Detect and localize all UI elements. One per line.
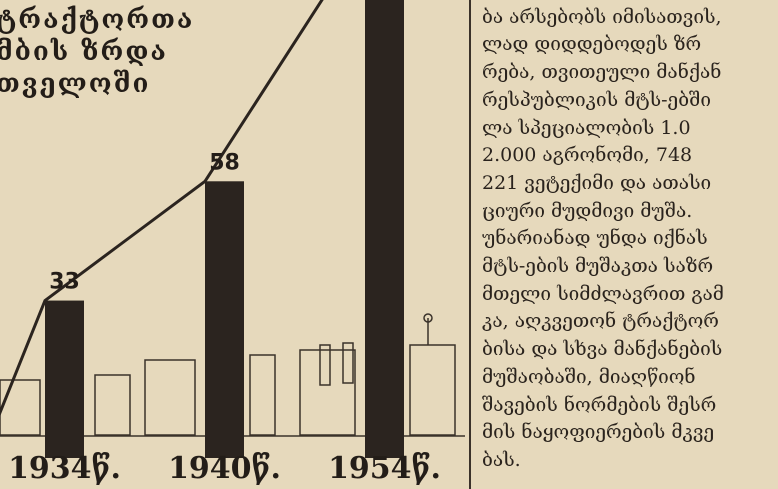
bar bbox=[365, 0, 404, 458]
chart: ტრაქტორთა მბის ზრდა თველოში 33 1934წ. 58 19… bbox=[0, 0, 470, 489]
text-column: გამოყენებისათვის საჭიროდბა არსებობს იმის… bbox=[482, 0, 778, 489]
text-line: ციური მუდმივი მუშა. bbox=[482, 200, 692, 222]
text-line: მტს-ების მუშაკთა საზრ bbox=[482, 255, 713, 277]
bar bbox=[45, 301, 84, 458]
chart-title: თველოში bbox=[0, 69, 150, 99]
text-line: ბისა და სხვა მანქანების bbox=[482, 338, 722, 360]
column-rule bbox=[469, 0, 471, 489]
text-line: შავების ნორმების შესრ bbox=[482, 394, 716, 416]
text-line: კა, აღკვეთონ ტრაქტორ bbox=[482, 310, 719, 332]
year-label: 1934წ. bbox=[8, 451, 121, 486]
bar-value-label: 58 bbox=[209, 150, 240, 175]
text-line: ბა არსებობს იმისათვის, bbox=[482, 6, 722, 28]
text-line: ლა სპეციალობის 1.0 bbox=[482, 117, 691, 139]
text-line: უნარიანად უნდა იქნას bbox=[482, 227, 708, 249]
text-line: მთელი სიმძლავრით გამ bbox=[482, 283, 724, 305]
chart-title: ტრაქტორთა bbox=[0, 5, 194, 35]
newspaper-page: ტრაქტორთა მბის ზრდა თველოში 33 1934წ. 58 19… bbox=[0, 0, 778, 489]
text-line: რესპუბლიკის მტს-ებში bbox=[482, 89, 711, 111]
text-line: ბას. bbox=[482, 449, 521, 471]
text-line: 2.000 აგრონომი, 748 bbox=[482, 144, 692, 166]
bar bbox=[205, 181, 244, 458]
text-line: მის ნაყოფიერების მკვე bbox=[482, 421, 714, 443]
chart-title: მბის ზრდა bbox=[0, 37, 168, 67]
year-label: 1954წ. bbox=[328, 451, 441, 486]
text-line: რება, თვითეული მანქან bbox=[482, 61, 721, 83]
year-label: 1940წ. bbox=[168, 451, 281, 486]
text-line: ლად დიდდებოდეს ზრ bbox=[482, 33, 701, 55]
text-line: მუშაობაში, მიაღწიონ bbox=[482, 366, 696, 388]
text-line: 221 ვეტექიმი და ათასი bbox=[482, 172, 711, 194]
bar-value-label: 33 bbox=[49, 270, 80, 295]
